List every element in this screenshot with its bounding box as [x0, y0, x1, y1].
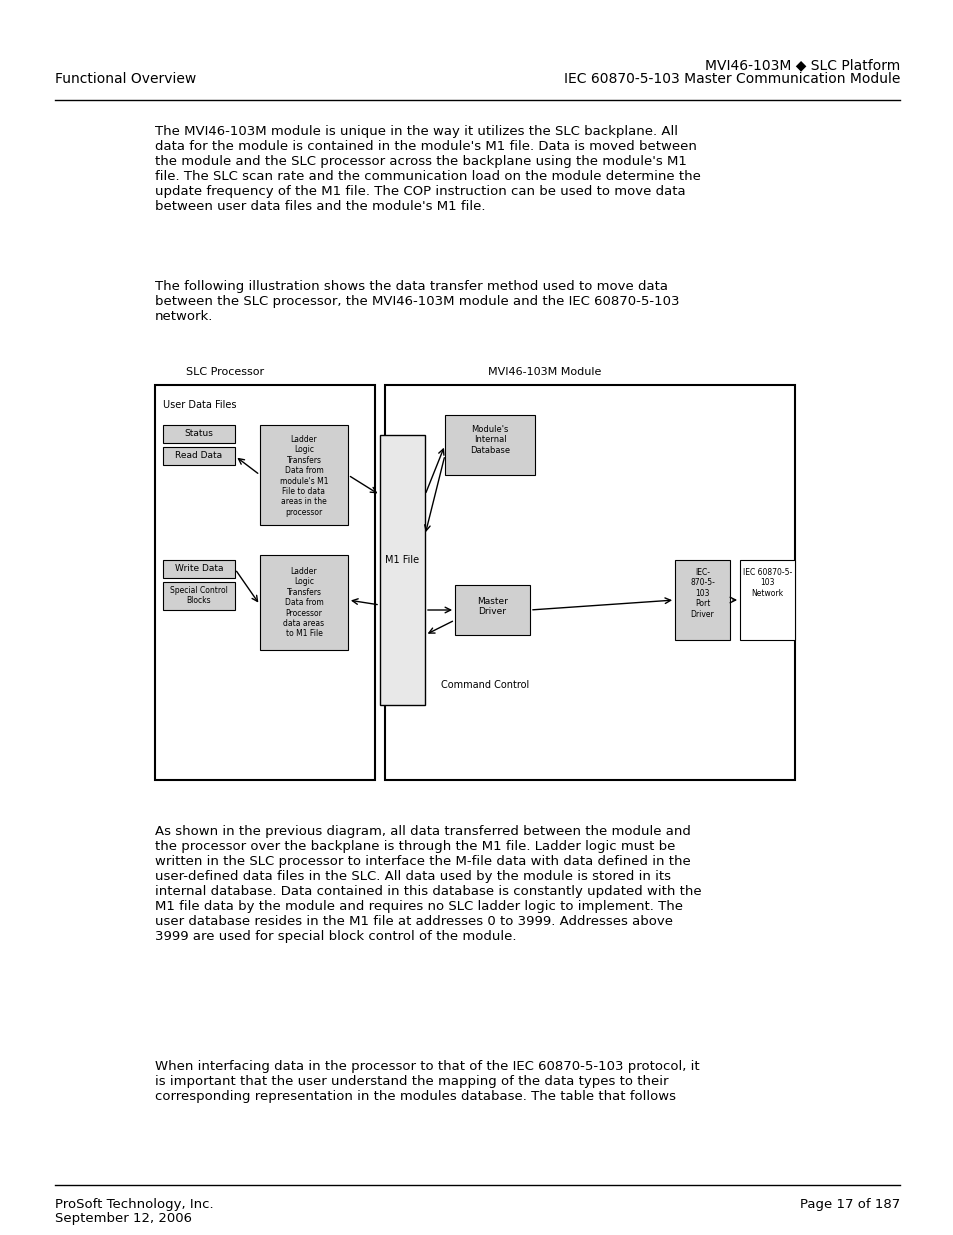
Text: Ladder
Logic
Transfers
Data from
module's M1
File to data
areas in the
processor: Ladder Logic Transfers Data from module'…	[279, 435, 328, 516]
Text: User Data Files: User Data Files	[163, 400, 236, 410]
FancyBboxPatch shape	[455, 585, 530, 635]
FancyBboxPatch shape	[163, 425, 234, 443]
Text: Read Data: Read Data	[175, 451, 222, 459]
Text: Write Data: Write Data	[174, 564, 223, 573]
FancyBboxPatch shape	[675, 559, 729, 640]
Text: MVI46-103M ◆ SLC Platform: MVI46-103M ◆ SLC Platform	[704, 58, 899, 72]
Text: Special Control
Blocks: Special Control Blocks	[170, 585, 228, 605]
Text: September 12, 2006: September 12, 2006	[55, 1212, 192, 1225]
Text: When interfacing data in the processor to that of the IEC 60870-5-103 protocol, : When interfacing data in the processor t…	[154, 1060, 699, 1103]
Text: Command Control: Command Control	[440, 680, 529, 690]
FancyBboxPatch shape	[154, 385, 375, 781]
Text: IEC 60870-5-103 Master Communication Module: IEC 60870-5-103 Master Communication Mod…	[563, 72, 899, 86]
Text: Status: Status	[184, 429, 213, 438]
Text: M1 File: M1 File	[385, 555, 419, 564]
FancyBboxPatch shape	[385, 385, 794, 781]
FancyBboxPatch shape	[260, 425, 348, 525]
FancyBboxPatch shape	[379, 435, 424, 705]
FancyBboxPatch shape	[444, 415, 535, 475]
Text: Module's
Internal
Database: Module's Internal Database	[470, 425, 510, 454]
FancyBboxPatch shape	[163, 582, 234, 610]
Text: IEC 60870-5-
103
Network: IEC 60870-5- 103 Network	[742, 568, 791, 598]
FancyBboxPatch shape	[260, 555, 348, 650]
Text: Page 17 of 187: Page 17 of 187	[799, 1198, 899, 1212]
Text: ProSoft Technology, Inc.: ProSoft Technology, Inc.	[55, 1198, 213, 1212]
Text: As shown in the previous diagram, all data transferred between the module and
th: As shown in the previous diagram, all da…	[154, 825, 700, 944]
FancyBboxPatch shape	[163, 447, 234, 466]
Text: SLC Processor: SLC Processor	[186, 367, 264, 377]
Text: Functional Overview: Functional Overview	[55, 72, 196, 86]
Text: The MVI46-103M module is unique in the way it utilizes the SLC backplane. All
da: The MVI46-103M module is unique in the w…	[154, 125, 700, 212]
Text: IEC-
870-5-
103
Port
Driver: IEC- 870-5- 103 Port Driver	[689, 568, 714, 619]
FancyBboxPatch shape	[163, 559, 234, 578]
Text: Master
Driver: Master Driver	[476, 597, 507, 616]
FancyBboxPatch shape	[740, 559, 794, 640]
Text: MVI46-103M Module: MVI46-103M Module	[488, 367, 601, 377]
Text: Ladder
Logic
Transfers
Data from
Processor
data areas
to M1 File: Ladder Logic Transfers Data from Process…	[283, 567, 324, 638]
Text: The following illustration shows the data transfer method used to move data
betw: The following illustration shows the dat…	[154, 280, 679, 324]
